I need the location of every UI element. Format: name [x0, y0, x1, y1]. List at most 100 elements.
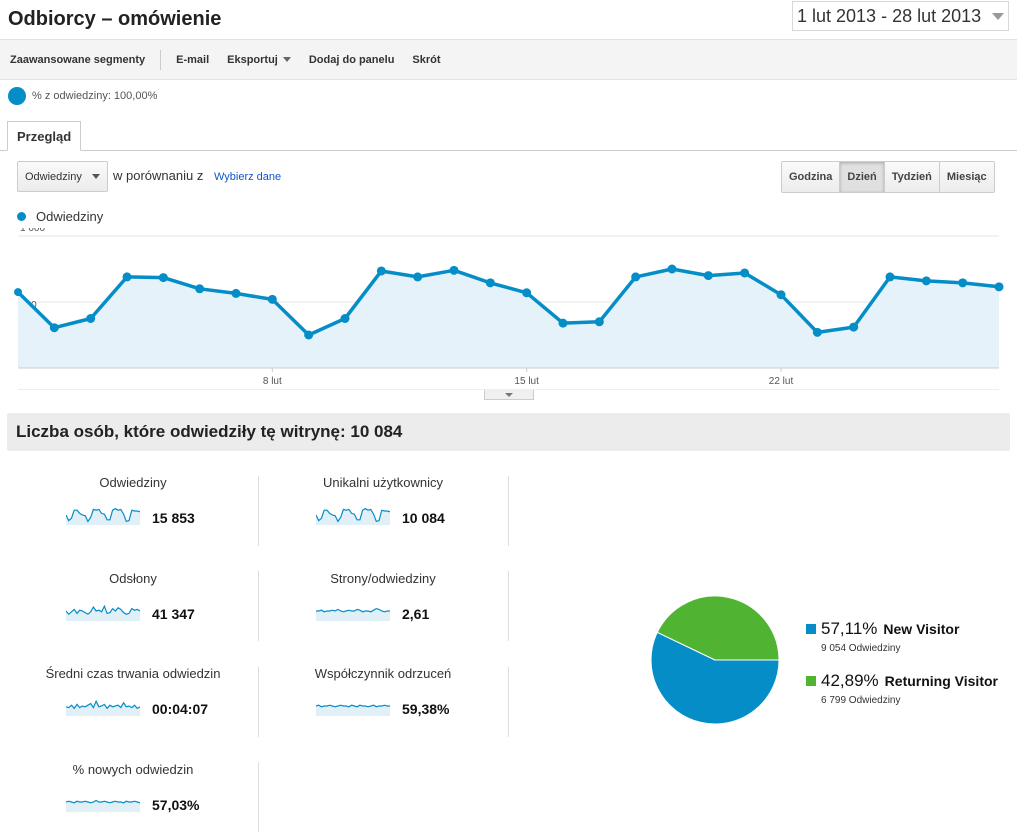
sparkline-line — [316, 607, 390, 613]
metric-sparkline — [66, 699, 140, 716]
shortcut-button[interactable]: Skrót — [412, 53, 441, 66]
granularity-month-button[interactable]: Miesiąc — [939, 162, 994, 192]
y-tick-label: 1 000 — [20, 228, 45, 234]
data-point — [667, 264, 677, 274]
data-point — [231, 288, 241, 298]
pie-legend-new: 57,11% New Visitor 9 054 Odwiedziny — [806, 619, 959, 654]
metric-sparkline — [316, 704, 390, 716]
metric-sparkline — [66, 799, 140, 812]
chart-legend: Odwiedziny — [17, 209, 103, 224]
granularity-day-button[interactable]: Dzień — [840, 162, 885, 192]
add-to-dashboard-button[interactable]: Dodaj do panelu — [308, 53, 395, 66]
granularity-hour-button[interactable]: Godzina — [782, 162, 841, 192]
metric-label: % nowych odwiedzin — [72, 762, 194, 777]
sparkline-area — [66, 701, 140, 716]
new-visitor-percent: 57,11% — [821, 619, 878, 638]
x-tick-label: 8 lut — [263, 376, 282, 387]
metric-value: 2,61 — [402, 606, 430, 622]
metric-sparkline — [66, 604, 140, 621]
pie-slice-new-visitor — [650, 631, 780, 725]
data-point — [158, 273, 168, 283]
sparkline-area — [66, 606, 140, 621]
data-point — [195, 284, 205, 294]
page-title: Odbiorcy – omówienie — [8, 8, 222, 30]
series-line — [16, 267, 1000, 337]
metric-card: Strony/odwiedziny 2,61 — [258, 571, 508, 647]
new-visitor-label: New Visitor — [883, 621, 960, 637]
data-point — [812, 327, 822, 337]
metric-value: 41 347 — [152, 606, 195, 622]
sparkline-line — [66, 699, 140, 710]
metric-value: 10 084 — [402, 510, 445, 526]
date-range-picker[interactable]: 1 lut 2013 - 28 lut 2013 — [792, 1, 1009, 31]
data-point — [631, 272, 641, 282]
returning-visitor-percent: 42,89% — [821, 671, 879, 690]
metric-label: Współczynnik odrzuceń — [314, 666, 452, 681]
legend-dot-icon — [17, 212, 26, 221]
metric-label: Unikalni użytkownicy — [323, 475, 443, 490]
export-label: Eksportuj — [227, 53, 278, 66]
data-point — [340, 314, 350, 323]
metric-select[interactable]: Odwiedziny — [17, 161, 108, 192]
returning-visitor-visits: 6 799 Odwiedziny — [821, 695, 901, 706]
legend-swatch-icon — [806, 624, 816, 634]
metric-divider — [258, 571, 259, 641]
export-button[interactable]: Eksportuj — [218, 54, 300, 66]
choose-data-link[interactable]: Wybierz dane — [214, 171, 282, 183]
metric-label: Średni czas trwania odwiedzin — [45, 666, 221, 681]
data-point — [849, 322, 859, 332]
sparkline-area — [316, 705, 390, 716]
data-point — [14, 288, 22, 297]
chevron-down-icon — [92, 174, 100, 179]
segment-pie-icon — [8, 87, 26, 105]
chart-collapse-handle[interactable] — [484, 390, 534, 400]
visitor-type-pie-chart — [650, 595, 780, 725]
data-point — [994, 282, 1004, 292]
metric-value: 00:04:07 — [152, 701, 209, 717]
metric-card: % nowych odwiedzin 57,03% — [8, 762, 258, 838]
metric-divider — [258, 762, 259, 832]
email-button[interactable]: E-mail — [176, 53, 210, 66]
data-point — [122, 272, 132, 282]
sparkline-line — [66, 507, 140, 523]
metric-divider — [258, 476, 259, 546]
granularity-switch: Godzina Dzień Tydzień Miesiąc — [781, 161, 995, 193]
segment-indicator: % z odwiedziny: 100,00% — [8, 87, 157, 105]
metric-label: Strony/odwiedziny — [330, 571, 436, 586]
returning-visitor-label: Returning Visitor — [884, 673, 998, 689]
summary-title: Liczba osób, które odwiedziły tę witrynę… — [7, 413, 1010, 451]
chevron-down-icon — [505, 392, 513, 397]
segment-label: % z odwiedziny: 100,00% — [32, 90, 158, 102]
data-point — [703, 271, 713, 281]
metric-card: Unikalni użytkownicy 10 084 — [258, 475, 508, 551]
sparkline-line — [316, 704, 390, 708]
metric-sparkline — [316, 607, 390, 621]
metric-divider — [258, 667, 259, 737]
chevron-down-icon — [282, 57, 291, 62]
metric-card: Odwiedziny 15 853 — [8, 475, 258, 551]
data-point — [594, 317, 604, 327]
metric-card: Średni czas trwania odwiedzin 00:04:07 — [8, 666, 258, 742]
metric-card: Współczynnik odrzuceń 59,38% — [258, 666, 508, 742]
data-point — [449, 265, 459, 275]
sparkline-line — [66, 604, 140, 616]
metric-value: 15 853 — [152, 510, 195, 526]
granularity-week-button[interactable]: Tydzień — [884, 162, 940, 192]
tab-overview[interactable]: Przegląd — [7, 121, 82, 151]
metric-sparkline — [316, 507, 390, 525]
sparkline-area — [66, 800, 140, 812]
metric-label: Odwiedziny — [99, 475, 167, 490]
metric-divider — [508, 667, 509, 737]
data-point — [921, 276, 931, 286]
metric-divider — [508, 571, 509, 641]
data-point — [49, 323, 59, 333]
data-point — [522, 288, 532, 298]
metric-select-label: Odwiedziny — [25, 170, 82, 183]
sparkline-line — [316, 507, 390, 523]
x-tick-label: 22 lut — [769, 376, 794, 387]
sparkline-area — [316, 508, 390, 525]
series-area — [18, 269, 999, 368]
metric-sparkline — [66, 507, 140, 525]
advanced-segments-button[interactable]: Zaawansowane segmenty — [10, 53, 146, 66]
